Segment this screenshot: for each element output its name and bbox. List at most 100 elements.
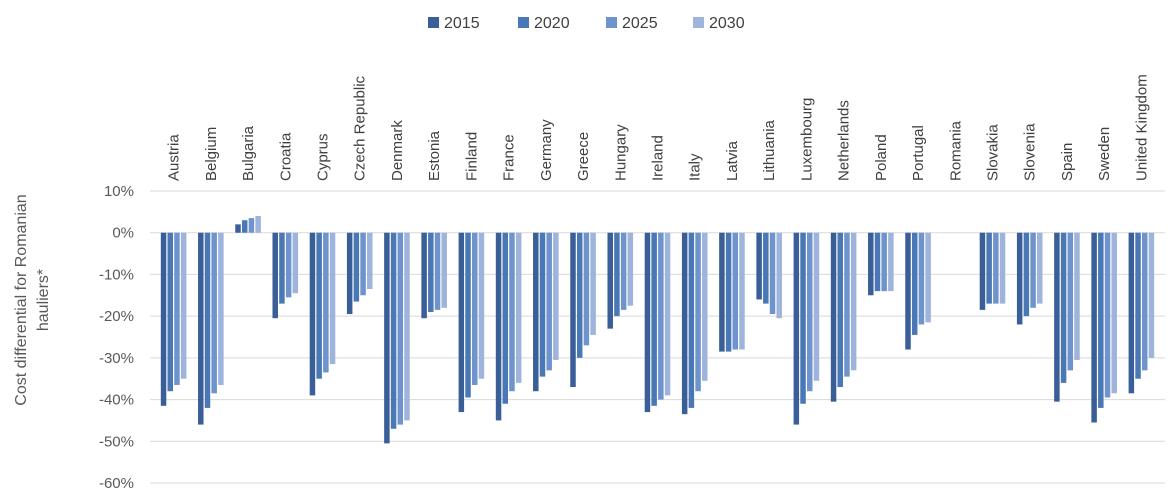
bar-2025-belgium bbox=[211, 232, 217, 394]
bar-2020-slovenia bbox=[1023, 232, 1030, 317]
category-label: Slovakia bbox=[985, 124, 1002, 181]
bar-2030-luxembourg bbox=[813, 232, 820, 381]
bar-2030-lithuania bbox=[776, 232, 782, 319]
bar-2015-poland bbox=[868, 232, 874, 296]
bar-2020-luxembourg bbox=[800, 232, 806, 404]
bar-2030-france bbox=[515, 232, 522, 383]
bar-2015-belgium bbox=[198, 232, 204, 425]
bar-2030-slovakia bbox=[999, 232, 1006, 304]
legend-label: 2025 bbox=[622, 15, 658, 32]
bar-2015-slovenia bbox=[1016, 232, 1023, 325]
bar-2020-portugal bbox=[911, 232, 918, 335]
bar-2030-slovenia bbox=[1037, 232, 1043, 304]
y-tick-label: 0% bbox=[112, 225, 134, 242]
bar-2020-slovakia bbox=[986, 232, 992, 304]
bar-2020-ireland bbox=[651, 232, 657, 406]
bar-2025-netherlands bbox=[844, 232, 850, 377]
bar-2025-poland bbox=[881, 232, 887, 292]
bar-2025-ireland bbox=[658, 232, 664, 400]
bar-2030-poland bbox=[888, 232, 894, 292]
bar-2030-netherlands bbox=[850, 232, 857, 371]
bar-2020-estonia bbox=[428, 232, 434, 312]
legend-swatch bbox=[428, 17, 439, 28]
category-label: Cyprus bbox=[315, 133, 332, 181]
bar-2020-finland bbox=[465, 232, 471, 398]
category-label: Hungary bbox=[612, 124, 629, 181]
category-label: Luxembourg bbox=[798, 98, 815, 181]
bar-2015-denmark bbox=[384, 232, 390, 444]
bar-2030-czech-republic bbox=[367, 232, 373, 290]
bar-2020-sweden bbox=[1098, 232, 1104, 408]
bar-2025-slovakia bbox=[993, 232, 999, 304]
bar-2030-finland bbox=[478, 232, 485, 379]
category-label: Romania bbox=[947, 120, 964, 181]
y-tick-label: -50% bbox=[99, 433, 134, 450]
bar-2020-italy bbox=[688, 232, 695, 408]
bar-2015-spain bbox=[1054, 232, 1060, 402]
bar-2020-netherlands bbox=[837, 232, 844, 388]
bar-2025-greece bbox=[583, 232, 590, 346]
bar-2020-germany bbox=[539, 232, 546, 377]
bar-2020-denmark bbox=[390, 232, 397, 429]
category-label: Finland bbox=[463, 132, 480, 181]
bar-2015-luxembourg bbox=[793, 232, 800, 425]
bar-2030-denmark bbox=[404, 232, 410, 421]
category-label: Poland bbox=[873, 134, 890, 181]
bar-2025-france bbox=[509, 232, 515, 392]
category-label: Ireland bbox=[650, 135, 667, 181]
bar-2015-italy bbox=[681, 232, 688, 415]
bar-2025-hungary bbox=[620, 232, 627, 310]
bar-2025-lithuania bbox=[769, 232, 776, 315]
category-label: Portugal bbox=[910, 125, 927, 181]
bar-2025-germany bbox=[546, 232, 552, 371]
bar-2020-belgium bbox=[204, 232, 211, 408]
bar-2015-slovakia bbox=[979, 232, 986, 310]
bar-2025-luxembourg bbox=[806, 232, 813, 392]
category-label: Netherlands bbox=[836, 100, 853, 181]
bar-2015-hungary bbox=[607, 232, 613, 329]
y-tick-label: -20% bbox=[99, 308, 134, 325]
bar-2015-cyprus bbox=[309, 232, 316, 396]
bar-2030-ireland bbox=[664, 232, 671, 396]
legend-swatch bbox=[518, 17, 529, 28]
category-label: Czech Republic bbox=[352, 75, 369, 181]
bar-2015-czech-republic bbox=[346, 232, 353, 315]
bar-2020-austria bbox=[167, 232, 174, 392]
y-tick-label: -30% bbox=[99, 350, 134, 367]
bar-2020-bulgaria bbox=[241, 220, 248, 233]
y-tick-label: -10% bbox=[99, 266, 134, 283]
gridlines bbox=[150, 190, 1165, 484]
category-label: United Kingdom bbox=[1133, 74, 1150, 181]
bar-2025-latvia bbox=[732, 232, 739, 350]
bar-2025-finland bbox=[471, 232, 478, 385]
category-label: Italy bbox=[687, 153, 704, 181]
bar-2025-cyprus bbox=[323, 232, 329, 373]
bar-2015-finland bbox=[458, 232, 465, 413]
bar-2015-lithuania bbox=[756, 232, 762, 300]
bar-2015-united-kingdom bbox=[1128, 232, 1135, 394]
bar-2015-portugal bbox=[905, 232, 911, 350]
y-tick-label: -40% bbox=[99, 392, 134, 409]
category-label: Lithuania bbox=[761, 119, 778, 181]
bar-2025-estonia bbox=[434, 232, 441, 310]
bar-2030-spain bbox=[1074, 232, 1080, 360]
bar-2030-croatia bbox=[292, 232, 299, 294]
legend-swatch bbox=[606, 17, 617, 28]
bar-2015-latvia bbox=[719, 232, 725, 352]
bar-2030-hungary bbox=[627, 232, 634, 306]
bar-2015-estonia bbox=[421, 232, 427, 319]
legend-swatch bbox=[693, 17, 704, 28]
y-axis-label: Cost differential for Romanian hauliers* bbox=[13, 194, 52, 405]
category-label: Latvia bbox=[724, 140, 741, 181]
bar-2025-czech-republic bbox=[360, 232, 366, 296]
bar-2030-cyprus bbox=[329, 232, 336, 365]
bar-2020-croatia bbox=[279, 232, 285, 304]
bar-2025-sweden bbox=[1104, 232, 1111, 398]
bar-2030-austria bbox=[180, 232, 187, 379]
category-label: Sweden bbox=[1096, 127, 1113, 181]
bar-2025-slovenia bbox=[1030, 232, 1036, 308]
category-label: Austria bbox=[166, 134, 183, 181]
bar-2025-bulgaria bbox=[248, 218, 255, 233]
y-tick-label: 10% bbox=[104, 183, 134, 200]
bar-2030-portugal bbox=[925, 232, 931, 323]
